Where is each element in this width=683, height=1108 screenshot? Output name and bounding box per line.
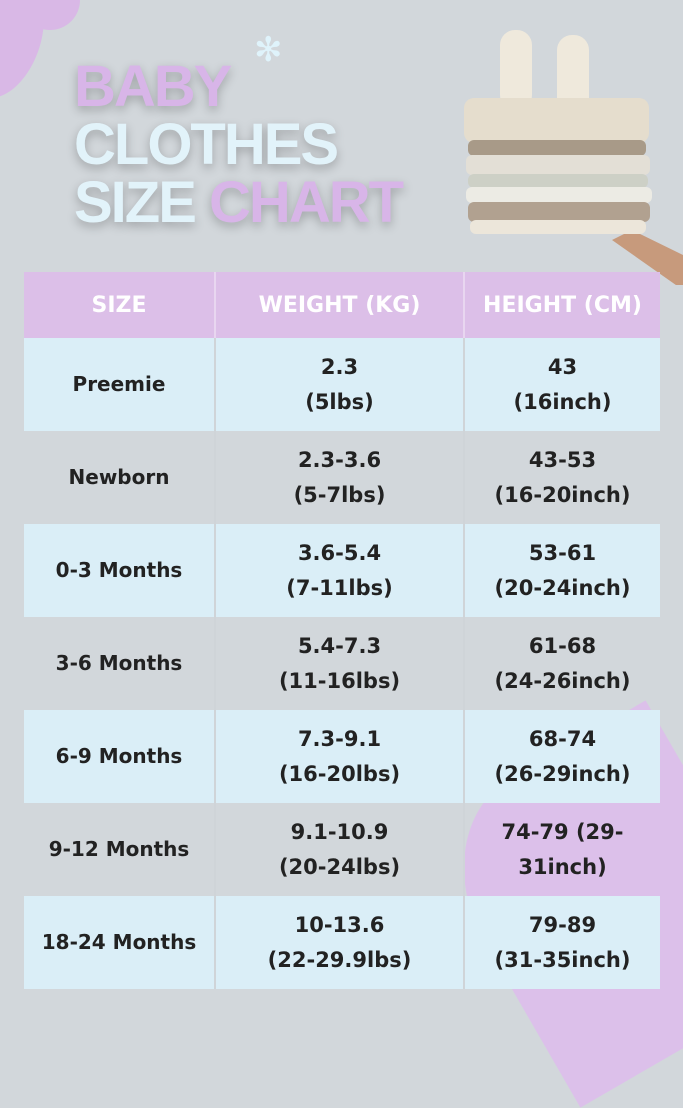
header-height: HEIGHT (CM) [464, 272, 660, 338]
weight-cell: 9.1-10.9 (20-24lbs) [215, 803, 465, 896]
baby-clothes-photo [464, 30, 683, 285]
height-cell: 74-79 (29- 31inch) [501, 819, 624, 879]
size-cell: 18-24 Months [24, 896, 216, 989]
weight-cell: 5.4-7.3 (11-16lbs) [215, 617, 465, 710]
size-cell: 6-9 Months [24, 710, 216, 803]
weight-cell: 7.3-9.1 (16-20lbs) [215, 710, 465, 803]
table-row: 9-12 Months 9.1-10.9 (20-24lbs) 74-79 (29… [24, 803, 660, 896]
height-cell: 79-89 (31-35inch) [464, 896, 660, 989]
table-row: 18-24 Months 10-13.6 (22-29.9lbs) 79-89 (3… [24, 896, 660, 989]
size-cell: Newborn [24, 431, 216, 524]
table-row: 6-9 Months 7.3-9.1 (16-20lbs) 68-74 (26-29… [24, 710, 660, 803]
header-weight: WEIGHT (KG) [215, 272, 465, 338]
header-size: SIZE [24, 272, 216, 338]
table-row: 3-6 Months 5.4-7.3 (11-16lbs) 61-68 (24-26… [24, 617, 660, 710]
height-cell: 43 (16inch) [464, 338, 660, 431]
table-row: Preemie 2.3 (5lbs) 43 (16inch) [24, 338, 660, 431]
height-cell: 61-68 (24-26inch) [494, 633, 631, 693]
weight-cell: 3.6-5.4 (7-11lbs) [215, 524, 465, 617]
weight-cell: 2.3 (5lbs) [215, 338, 465, 431]
page-title: BABY CLOTHES SIZE CHART [74, 54, 404, 235]
size-cell: 0-3 Months [24, 524, 216, 617]
size-chart-table: SIZE WEIGHT (KG) HEIGHT (CM) Preemie 2.3… [24, 272, 660, 989]
size-cell: Preemie [24, 338, 216, 431]
table-row: 0-3 Months 3.6-5.4 (7-11lbs) 53-61 (20-24i… [24, 524, 660, 617]
weight-cell: 10-13.6 (22-29.9lbs) [215, 896, 465, 989]
size-cell: 9-12 Months [24, 803, 216, 896]
height-cell: 68-74 (26-29inch) [464, 710, 660, 803]
weight-cell: 2.3-3.6 (5-7lbs) [215, 431, 465, 524]
height-cell: 53-61 (20-24inch) [464, 524, 660, 617]
size-cell: 3-6 Months [24, 617, 216, 710]
height-cell: 43-53 (16-20inch) [494, 447, 631, 507]
table-row: Newborn 2.3-3.6 (5-7lbs) 43-53 (16-20inch) [24, 431, 660, 524]
flower-icon: ✻ [254, 30, 283, 70]
